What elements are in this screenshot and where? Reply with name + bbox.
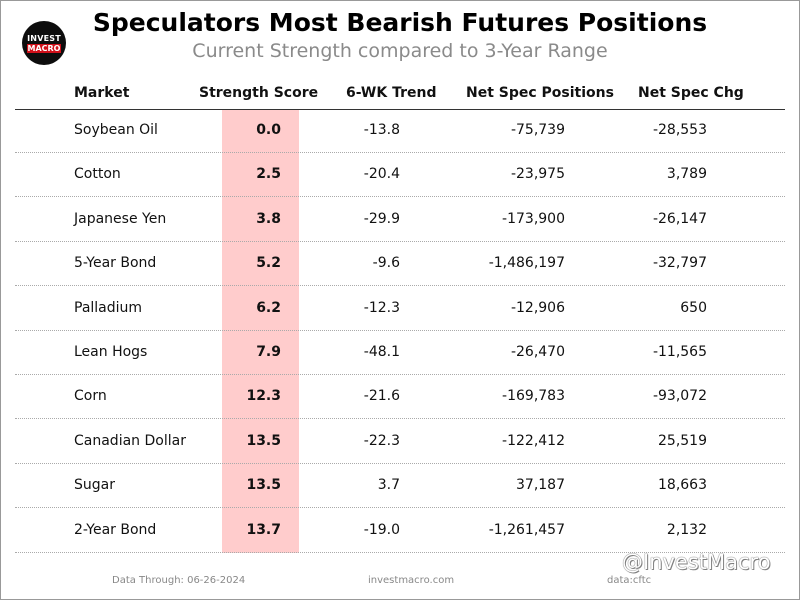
cell-6wk-trend: -20.4 <box>363 166 400 183</box>
cell-market: Canadian Dollar <box>74 432 186 449</box>
header-6wk-trend: 6-WK Trend <box>346 85 437 101</box>
cell-market: Palladium <box>74 299 143 316</box>
watermark: @InvestMacro <box>622 550 771 574</box>
table-row: Sugar 13.5 3.7 37,187 18,663 <box>0 464 800 509</box>
cell-strength-score: 13.5 <box>246 477 281 494</box>
row-divider <box>15 329 785 331</box>
cell-market: Sugar <box>74 477 115 494</box>
chart-subtitle: Current Strength compared to 3-Year Rang… <box>192 40 608 62</box>
row-divider <box>15 507 785 509</box>
cell-net-spec-chg: 650 <box>680 299 707 316</box>
cell-net-spec-chg: -11,565 <box>652 344 707 360</box>
header-market: Market <box>74 85 130 101</box>
cell-6wk-trend: -21.6 <box>363 388 400 405</box>
table-row: Cotton 2.5 -20.4 -23,975 3,789 <box>0 153 800 198</box>
header-divider <box>15 109 785 110</box>
cell-6wk-trend: -12.3 <box>363 299 400 316</box>
cell-6wk-trend: -9.6 <box>372 255 400 272</box>
investmacro-logo: INVEST MACRO <box>22 21 66 65</box>
row-divider <box>15 196 785 198</box>
cell-net-spec-positions: -173,900 <box>502 210 565 227</box>
cell-net-spec-chg: 2,132 <box>666 521 707 538</box>
site-url: investmacro.com <box>368 575 455 586</box>
cell-strength-score: 13.7 <box>246 521 281 538</box>
cell-6wk-trend: -29.9 <box>363 210 400 227</box>
table-row: Palladium 6.2 -12.3 -12,906 650 <box>0 287 800 331</box>
cell-net-spec-positions: -26,470 <box>510 344 565 360</box>
chart-title: Speculators Most Bearish Futures Positio… <box>92 8 708 37</box>
header-net-spec-positions: Net Spec Positions <box>466 85 614 101</box>
table-row: Lean Hogs 7.9 -48.1 -26,470 -11,565 <box>0 331 800 375</box>
cell-net-spec-positions: -169,783 <box>502 388 565 405</box>
logo-text-macro: MACRO <box>26 43 62 53</box>
table-row: Corn 12.3 -21.6 -169,783 -93,072 <box>0 375 800 420</box>
row-divider <box>15 551 785 553</box>
cell-net-spec-chg: 18,663 <box>658 477 707 494</box>
header-strength-score: Strength Score <box>199 85 319 101</box>
cell-strength-score: 2.5 <box>256 166 281 183</box>
cell-net-spec-chg: 3,789 <box>666 166 707 183</box>
table-row: Canadian Dollar 13.5 -22.3 -122,412 25,519 <box>0 420 800 464</box>
cell-market: Corn <box>74 388 107 405</box>
cell-net-spec-chg: -28,553 <box>652 122 707 138</box>
cell-net-spec-chg: -26,147 <box>652 210 707 227</box>
data-through-date: Data Through: 06-26-2024 <box>112 575 246 586</box>
strength-score-highlight <box>222 110 299 553</box>
cell-net-spec-positions: -23,975 <box>510 166 565 183</box>
row-divider <box>15 285 785 287</box>
cell-net-spec-positions: -12,906 <box>510 299 565 316</box>
row-divider <box>15 374 785 375</box>
cell-strength-score: 0.0 <box>256 122 281 138</box>
cell-strength-score: 5.2 <box>256 255 281 272</box>
cell-6wk-trend: -19.0 <box>363 521 400 538</box>
cell-strength-score: 7.9 <box>256 344 281 360</box>
cell-market: Soybean Oil <box>74 122 158 138</box>
table-row: 5-Year Bond 5.2 -9.6 -1,486,197 -32,797 <box>0 242 800 287</box>
cell-net-spec-chg: 25,519 <box>658 432 707 449</box>
cell-strength-score: 3.8 <box>256 210 281 227</box>
cell-net-spec-chg: -93,072 <box>652 388 707 405</box>
cell-strength-score: 13.5 <box>246 432 281 449</box>
table-row: Japanese Yen 3.8 -29.9 -173,900 -26,147 <box>0 198 800 242</box>
cell-market: Lean Hogs <box>74 344 148 360</box>
data-source: data:cftc <box>607 575 652 586</box>
cell-market: Cotton <box>74 166 121 183</box>
cell-net-spec-chg: -32,797 <box>652 255 707 272</box>
cell-net-spec-positions: -75,739 <box>510 122 565 138</box>
row-divider <box>15 240 785 242</box>
cell-market: Japanese Yen <box>74 210 167 227</box>
cell-6wk-trend: 3.7 <box>377 477 400 494</box>
row-divider <box>15 418 785 420</box>
cell-strength-score: 12.3 <box>246 388 281 405</box>
row-divider <box>15 462 785 464</box>
cell-strength-score: 6.2 <box>256 299 281 316</box>
table-row: Soybean Oil 0.0 -13.8 -75,739 -28,553 <box>0 109 800 153</box>
row-divider <box>15 152 785 153</box>
logo-text-invest: INVEST <box>27 33 61 43</box>
header-net-spec-chg: Net Spec Chg <box>638 85 744 101</box>
cell-net-spec-positions: -1,486,197 <box>488 255 565 272</box>
cell-net-spec-positions: -1,261,457 <box>488 521 565 538</box>
cell-6wk-trend: -22.3 <box>363 432 400 449</box>
cell-6wk-trend: -13.8 <box>363 122 400 138</box>
cell-market: 5-Year Bond <box>74 255 157 272</box>
cell-6wk-trend: -48.1 <box>363 344 400 360</box>
cell-net-spec-positions: 37,187 <box>516 477 565 494</box>
table-row: 2-Year Bond 13.7 -19.0 -1,261,457 2,132 <box>0 509 800 553</box>
cell-market: 2-Year Bond <box>74 521 157 538</box>
cell-net-spec-positions: -122,412 <box>502 432 565 449</box>
